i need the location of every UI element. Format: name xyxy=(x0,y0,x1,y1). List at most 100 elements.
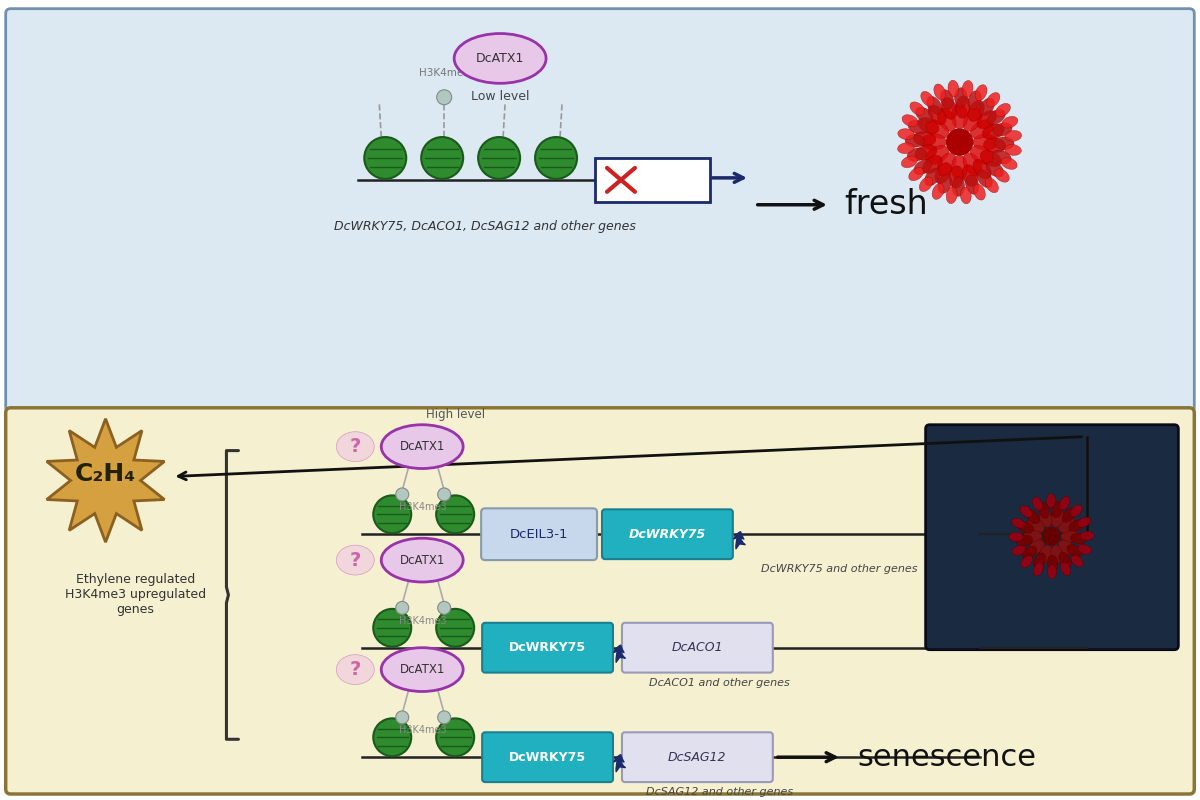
Ellipse shape xyxy=(1001,158,1018,170)
Polygon shape xyxy=(47,418,164,542)
Ellipse shape xyxy=(913,131,936,146)
Ellipse shape xyxy=(898,129,914,139)
Ellipse shape xyxy=(980,150,1001,166)
Text: ?: ? xyxy=(349,437,361,456)
Text: DcATX1: DcATX1 xyxy=(476,52,524,65)
Ellipse shape xyxy=(1058,552,1072,567)
Ellipse shape xyxy=(992,123,1012,136)
Text: DcWRKY75: DcWRKY75 xyxy=(509,641,586,654)
Circle shape xyxy=(373,718,412,756)
Ellipse shape xyxy=(1028,518,1044,533)
Text: ?: ? xyxy=(349,660,361,679)
Ellipse shape xyxy=(336,432,374,462)
Ellipse shape xyxy=(1051,545,1063,563)
Ellipse shape xyxy=(1033,553,1045,569)
FancyBboxPatch shape xyxy=(482,623,613,673)
Ellipse shape xyxy=(1038,502,1050,518)
Ellipse shape xyxy=(914,145,937,160)
Ellipse shape xyxy=(920,91,934,106)
Bar xyxy=(595,158,710,202)
Ellipse shape xyxy=(995,137,1014,150)
Ellipse shape xyxy=(1002,117,1018,128)
Circle shape xyxy=(365,137,407,179)
Ellipse shape xyxy=(1058,540,1075,554)
FancyBboxPatch shape xyxy=(482,732,613,782)
Ellipse shape xyxy=(1039,510,1052,527)
FancyBboxPatch shape xyxy=(6,9,1194,412)
Text: DcACO1 and other genes: DcACO1 and other genes xyxy=(649,678,791,687)
Ellipse shape xyxy=(952,103,967,129)
Ellipse shape xyxy=(918,118,938,134)
Ellipse shape xyxy=(1004,130,1021,142)
Ellipse shape xyxy=(1004,145,1021,155)
Ellipse shape xyxy=(1062,508,1075,522)
Ellipse shape xyxy=(935,162,952,184)
Circle shape xyxy=(535,137,577,179)
Ellipse shape xyxy=(967,101,984,122)
FancyBboxPatch shape xyxy=(622,732,773,782)
Text: H3K4me3: H3K4me3 xyxy=(400,726,448,735)
Ellipse shape xyxy=(919,177,932,191)
Ellipse shape xyxy=(1016,535,1033,546)
Ellipse shape xyxy=(1024,530,1042,542)
Text: DcWRKY75 and other genes: DcWRKY75 and other genes xyxy=(762,564,918,574)
Ellipse shape xyxy=(1067,545,1082,557)
Ellipse shape xyxy=(985,178,998,193)
Ellipse shape xyxy=(952,155,967,181)
Ellipse shape xyxy=(960,187,971,204)
Ellipse shape xyxy=(382,538,463,582)
Ellipse shape xyxy=(1072,555,1084,567)
Ellipse shape xyxy=(1032,497,1043,510)
Ellipse shape xyxy=(1069,520,1085,531)
Ellipse shape xyxy=(1033,562,1043,576)
Ellipse shape xyxy=(984,138,1006,153)
Ellipse shape xyxy=(996,103,1010,117)
Ellipse shape xyxy=(1048,565,1056,578)
Text: DcATX1: DcATX1 xyxy=(400,554,445,566)
Ellipse shape xyxy=(973,159,991,179)
Ellipse shape xyxy=(1046,494,1056,508)
FancyBboxPatch shape xyxy=(622,623,773,673)
Ellipse shape xyxy=(1012,546,1026,555)
Ellipse shape xyxy=(986,93,1000,107)
Ellipse shape xyxy=(962,81,973,97)
Ellipse shape xyxy=(962,165,978,186)
Circle shape xyxy=(373,609,412,646)
Ellipse shape xyxy=(926,97,942,114)
Ellipse shape xyxy=(1061,530,1080,542)
Text: DcWRKY75: DcWRKY75 xyxy=(509,750,586,764)
Ellipse shape xyxy=(948,80,959,97)
Ellipse shape xyxy=(973,134,998,150)
Ellipse shape xyxy=(898,142,914,154)
Circle shape xyxy=(396,602,409,614)
Ellipse shape xyxy=(967,90,982,110)
Circle shape xyxy=(438,711,451,724)
Text: DcSAG12: DcSAG12 xyxy=(668,750,727,764)
Ellipse shape xyxy=(976,85,988,101)
Ellipse shape xyxy=(983,124,1004,139)
Ellipse shape xyxy=(964,153,982,176)
Ellipse shape xyxy=(920,134,947,150)
Ellipse shape xyxy=(924,169,940,186)
FancyBboxPatch shape xyxy=(481,508,598,560)
Ellipse shape xyxy=(907,148,926,162)
Circle shape xyxy=(436,718,474,756)
Ellipse shape xyxy=(923,155,942,174)
Ellipse shape xyxy=(925,146,949,165)
Circle shape xyxy=(437,90,451,105)
Ellipse shape xyxy=(941,90,954,109)
Ellipse shape xyxy=(937,174,952,194)
Ellipse shape xyxy=(934,84,946,100)
Ellipse shape xyxy=(1048,555,1057,571)
Ellipse shape xyxy=(925,120,949,138)
Ellipse shape xyxy=(382,425,463,469)
Ellipse shape xyxy=(977,170,992,187)
Circle shape xyxy=(1043,528,1060,545)
Ellipse shape xyxy=(1051,502,1062,518)
Circle shape xyxy=(478,137,520,179)
Ellipse shape xyxy=(1021,556,1032,568)
FancyBboxPatch shape xyxy=(602,510,733,559)
Circle shape xyxy=(436,609,474,646)
Ellipse shape xyxy=(902,114,918,126)
Text: DcATX1: DcATX1 xyxy=(400,440,445,453)
